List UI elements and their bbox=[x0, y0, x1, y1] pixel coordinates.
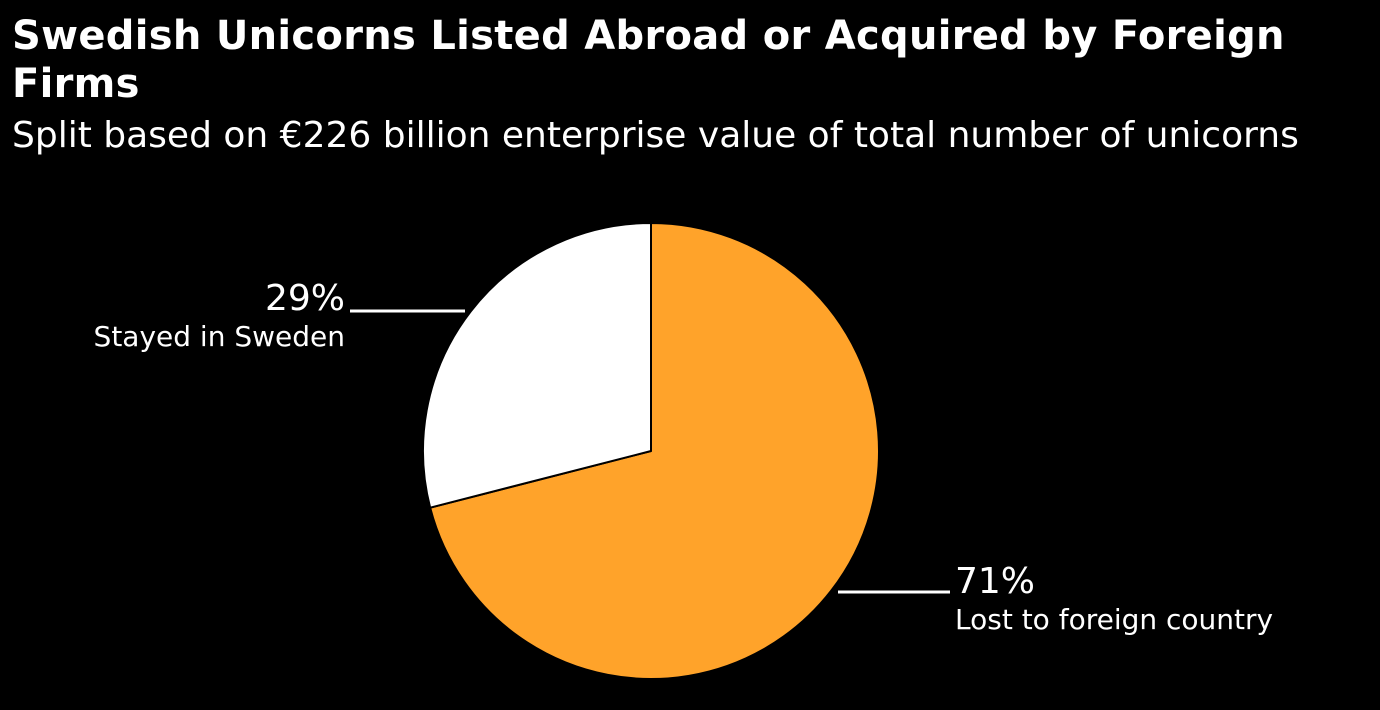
pie-slices bbox=[422, 222, 880, 680]
pie-slice-1 bbox=[429, 222, 880, 680]
pie-labels: 71%Lost to foreign country 29%Stayed in S… bbox=[94, 278, 1274, 636]
chart-subtitle: Split based on €226 billion enterprise v… bbox=[12, 115, 1299, 156]
slice-value-label-1: 71% bbox=[955, 561, 1035, 602]
pie-slice-2 bbox=[422, 222, 652, 509]
slice-value-label-2: 29% bbox=[265, 278, 345, 319]
slice-category-label-1: Lost to foreign country bbox=[955, 603, 1273, 636]
chart-title: Swedish Unicorns Listed Abroad or Acquir… bbox=[12, 13, 1285, 107]
slice-category-label-2: Stayed in Sweden bbox=[94, 320, 345, 353]
